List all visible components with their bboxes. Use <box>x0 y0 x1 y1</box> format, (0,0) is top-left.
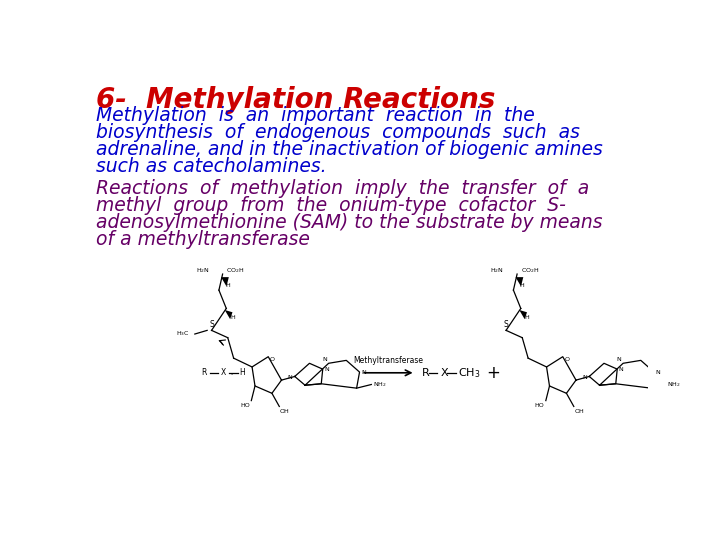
Text: N: N <box>324 367 329 372</box>
Text: X: X <box>221 368 226 377</box>
Text: H: H <box>239 368 245 377</box>
Text: H: H <box>525 315 529 320</box>
Text: HO: HO <box>240 403 250 408</box>
Text: CO$_2$H: CO$_2$H <box>227 266 245 275</box>
Text: Methyltransferase: Methyltransferase <box>354 356 423 365</box>
Polygon shape <box>221 277 229 286</box>
Text: N: N <box>288 375 292 381</box>
Text: adrenaline, and in the inactivation of biogenic amines: adrenaline, and in the inactivation of b… <box>96 140 603 159</box>
Text: OH: OH <box>575 409 585 414</box>
Text: HO: HO <box>534 403 544 408</box>
Text: OH: OH <box>280 409 290 414</box>
Text: O: O <box>564 357 570 362</box>
Text: +: + <box>486 364 500 382</box>
Text: H$_2$N: H$_2$N <box>490 266 504 275</box>
Text: ··: ·· <box>230 372 234 377</box>
Text: NH$_2$: NH$_2$ <box>667 380 681 389</box>
Text: N: N <box>656 369 660 375</box>
Text: biosynthesis  of  endogenous  compounds  such  as: biosynthesis of endogenous compounds suc… <box>96 123 580 143</box>
Text: H$_2$N: H$_2$N <box>196 266 210 275</box>
Text: 6-  Methylation Reactions: 6- Methylation Reactions <box>96 86 495 114</box>
Polygon shape <box>516 277 523 286</box>
Text: CO$_2$H: CO$_2$H <box>521 266 539 275</box>
Text: S: S <box>504 320 508 329</box>
Text: adenosylmethionine (SAM) to the substrate by means: adenosylmethionine (SAM) to the substrat… <box>96 213 603 232</box>
Text: Reactions  of  methylation  imply  the  transfer  of  a: Reactions of methylation imply the trans… <box>96 179 590 198</box>
Text: such as catecholamines.: such as catecholamines. <box>96 157 327 176</box>
Text: R: R <box>202 368 207 377</box>
Text: N: N <box>582 375 587 381</box>
Text: O: O <box>270 357 275 362</box>
Text: N: N <box>618 367 624 372</box>
Text: methyl  group  from  the  onium-type  cofactor  S-: methyl group from the onium-type cofacto… <box>96 195 566 215</box>
Text: S: S <box>210 320 214 329</box>
Polygon shape <box>519 310 527 319</box>
Text: Methylation  is  an  important  reaction  in  the: Methylation is an important reaction in … <box>96 106 535 125</box>
Polygon shape <box>225 310 233 319</box>
Text: CH$_3$: CH$_3$ <box>458 366 481 380</box>
Text: N: N <box>361 369 366 375</box>
Text: N: N <box>323 357 327 362</box>
Text: of a methyltransferase: of a methyltransferase <box>96 230 310 248</box>
Text: NH$_2$: NH$_2$ <box>373 380 387 389</box>
Text: H: H <box>225 284 230 288</box>
Text: X: X <box>441 368 448 378</box>
Text: N: N <box>617 357 621 362</box>
Text: R: R <box>422 368 429 378</box>
Text: H: H <box>230 315 235 320</box>
Text: H: H <box>519 284 524 288</box>
Text: H$_3$C: H$_3$C <box>176 329 189 339</box>
